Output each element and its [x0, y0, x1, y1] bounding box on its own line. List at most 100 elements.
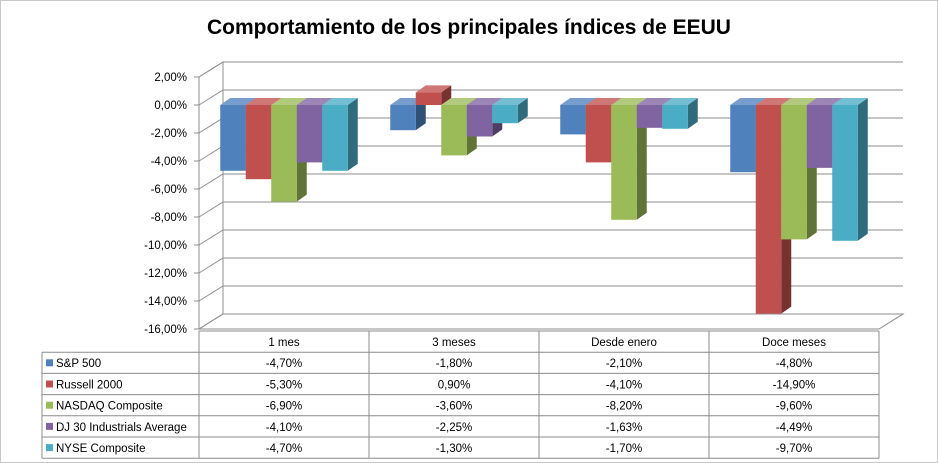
side-wall	[198, 61, 224, 330]
y-tick-label: -4,00%	[151, 156, 187, 168]
data-label: -9,60%	[776, 401, 812, 413]
bar-side	[517, 98, 528, 124]
data-label: -5,30%	[266, 379, 302, 391]
bar-top	[271, 98, 307, 105]
data-label: -8,20%	[606, 401, 642, 413]
data-label: -4,80%	[776, 358, 812, 370]
bar-top	[611, 98, 647, 105]
bar-2-4	[662, 98, 698, 129]
bar-front	[611, 105, 637, 220]
bar-top	[220, 98, 256, 105]
data-label: -4,10%	[266, 422, 302, 434]
bar-2-2	[611, 98, 647, 220]
y-tick-label: -16,00%	[144, 324, 187, 336]
bar-top	[322, 98, 358, 105]
bar-top	[560, 98, 596, 105]
data-table: 1 mes 3 meses Desde enero Doce meses S&P 500…	[41, 330, 880, 459]
legend-entry: DJ 30 Industrials Average	[56, 422, 187, 434]
legend-swatch	[46, 359, 53, 367]
bar-front	[662, 105, 688, 129]
bar-front	[781, 105, 807, 240]
bar-front	[296, 105, 323, 163]
bar-3-2	[781, 98, 817, 240]
data-label: -1,80%	[436, 358, 472, 370]
legend-entry: Russell 2000	[56, 379, 122, 391]
bar-front	[585, 105, 612, 163]
bar-side	[857, 98, 868, 241]
legend-swatch	[46, 444, 53, 452]
data-label: -9,70%	[776, 443, 812, 455]
bar-front	[806, 105, 833, 168]
bar-front	[322, 105, 348, 171]
x-category-label: Doce meses	[762, 337, 826, 349]
y-tick-label: 0,00%	[154, 100, 187, 112]
bar-front	[415, 92, 442, 105]
gridline	[198, 285, 903, 302]
bar-side	[415, 98, 426, 131]
y-tick-label: -6,00%	[151, 184, 187, 196]
bar-top	[441, 98, 477, 105]
bar-side	[636, 98, 647, 220]
bar-top	[755, 98, 792, 105]
bar-3-4	[832, 98, 868, 241]
y-tick-label: 2,00%	[154, 72, 187, 84]
data-label: -1,63%	[606, 422, 642, 434]
gridline	[198, 61, 903, 78]
table-legend-bg	[42, 352, 199, 459]
bar-front	[245, 105, 272, 180]
bar-front	[390, 105, 416, 131]
gridline	[198, 173, 903, 190]
data-label: -14,90%	[773, 379, 816, 391]
legend-entry: NASDAQ Composite	[56, 401, 163, 413]
bar-0-4	[322, 98, 358, 171]
data-label: -2,10%	[606, 358, 642, 370]
data-label: -1,70%	[606, 443, 642, 455]
chart-title: Comportamiento de los principales índice…	[207, 16, 731, 39]
bar-side	[441, 85, 452, 105]
data-label: -2,25%	[436, 422, 472, 434]
bar-front	[271, 105, 297, 202]
bar-front	[492, 105, 518, 124]
gridline	[198, 201, 903, 218]
bar-top	[781, 98, 817, 105]
bar-top	[466, 98, 503, 105]
bars	[220, 85, 868, 314]
data-label: 0,90%	[438, 379, 471, 391]
bar-top	[585, 98, 622, 105]
bar-1-4	[492, 98, 528, 124]
data-label: -4,70%	[266, 358, 302, 370]
bar-side	[687, 98, 698, 129]
bar-top	[730, 98, 766, 105]
data-label: -1,30%	[436, 443, 472, 455]
bar-top	[636, 98, 673, 105]
data-label: -3,60%	[436, 401, 472, 413]
y-tick-label: -8,00%	[151, 212, 187, 224]
data-label: -4,49%	[776, 422, 812, 434]
x-category-label: 1 mes	[268, 337, 300, 349]
data-label: -6,90%	[266, 401, 302, 413]
floor	[197, 313, 905, 330]
bar-front	[755, 105, 782, 314]
bar-top	[415, 85, 452, 93]
y-tick-label: -2,00%	[151, 128, 187, 140]
gridline	[198, 89, 903, 106]
legend-swatch	[46, 401, 53, 409]
bar-front	[636, 105, 663, 128]
x-category-label: 3 meses	[432, 337, 476, 349]
legend-entry: S&P 500	[56, 358, 101, 370]
bar-front	[730, 105, 756, 173]
bar-top	[662, 98, 698, 105]
bar-front	[832, 105, 858, 241]
y-tick-label: -10,00%	[144, 240, 187, 252]
x-category-label: Desde enero	[591, 337, 657, 349]
data-label: -4,10%	[606, 379, 642, 391]
bar-side	[347, 98, 358, 171]
y-tick-label: -14,00%	[144, 296, 187, 308]
gridline	[198, 313, 903, 330]
y-tick-label: -12,00%	[144, 268, 187, 280]
bar-top	[806, 98, 843, 105]
bar-front	[441, 105, 467, 156]
bar-top	[492, 98, 528, 105]
